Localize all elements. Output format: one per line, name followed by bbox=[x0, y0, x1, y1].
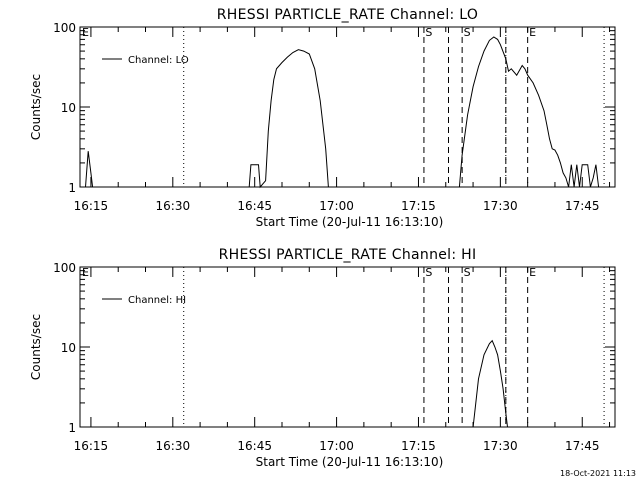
x-tick-label: 17:15 bbox=[401, 439, 436, 453]
x-tick-label: 17:30 bbox=[483, 439, 518, 453]
marker-letter: S bbox=[464, 26, 471, 39]
x-tick-label: 16:30 bbox=[156, 439, 191, 453]
y-tick-label: 100 bbox=[53, 261, 76, 275]
marker-letter: E bbox=[82, 26, 89, 39]
series-line bbox=[85, 36, 600, 189]
x-tick-label: 17:45 bbox=[565, 199, 600, 213]
y-tick-label: 10 bbox=[61, 341, 76, 355]
x-tick-label: 17:30 bbox=[483, 199, 518, 213]
chart-panel-1: RHESSI PARTICLE_RATE Channel: LO 16:15 16:… bbox=[29, 7, 616, 229]
footer-timestamp: 18-Oct-2021 11:13 bbox=[560, 469, 636, 478]
y-tick-label: 1 bbox=[68, 421, 76, 435]
plot-frame bbox=[79, 266, 616, 428]
x-tick-label: 17:15 bbox=[401, 199, 436, 213]
y-tick-label: 1 bbox=[68, 181, 76, 195]
x-tick-label: 17:00 bbox=[319, 199, 354, 213]
marker-letter: E bbox=[529, 26, 536, 39]
marker-letter: S bbox=[425, 26, 432, 39]
y-axis-label: Counts/sec bbox=[29, 74, 43, 140]
x-tick-label: 16:30 bbox=[156, 199, 191, 213]
marker-letter: S bbox=[425, 266, 432, 279]
x-tick-label: 16:45 bbox=[237, 439, 272, 453]
x-tick-label: 17:45 bbox=[565, 439, 600, 453]
marker-letter: S bbox=[464, 266, 471, 279]
legend-label: Channel: HI bbox=[128, 295, 186, 306]
x-axis-label: Start Time (20-Jul-11 16:13:10) bbox=[256, 215, 444, 229]
x-tick-label: 16:15 bbox=[74, 199, 109, 213]
plot-frame bbox=[79, 26, 616, 188]
x-tick-label: 16:15 bbox=[74, 439, 109, 453]
y-tick-label: 10 bbox=[61, 101, 76, 115]
marker-letter: E bbox=[82, 266, 89, 279]
marker-letter: E bbox=[529, 266, 536, 279]
x-axis-label: Start Time (20-Jul-11 16:13:10) bbox=[256, 455, 444, 469]
x-tick-label: 17:00 bbox=[319, 439, 354, 453]
chart-panel-2: RHESSI PARTICLE_RATE Channel: HI 16:15 16:… bbox=[29, 247, 616, 469]
y-axis-label: Counts/sec bbox=[29, 314, 43, 380]
chart-title: RHESSI PARTICLE_RATE Channel: HI bbox=[219, 247, 477, 263]
y-tick-label: 100 bbox=[53, 21, 76, 35]
chart-title: RHESSI PARTICLE_RATE Channel: LO bbox=[217, 7, 478, 23]
x-tick-label: 16:45 bbox=[237, 199, 272, 213]
legend-label: Channel: LO bbox=[128, 55, 189, 66]
series-line bbox=[472, 339, 508, 428]
